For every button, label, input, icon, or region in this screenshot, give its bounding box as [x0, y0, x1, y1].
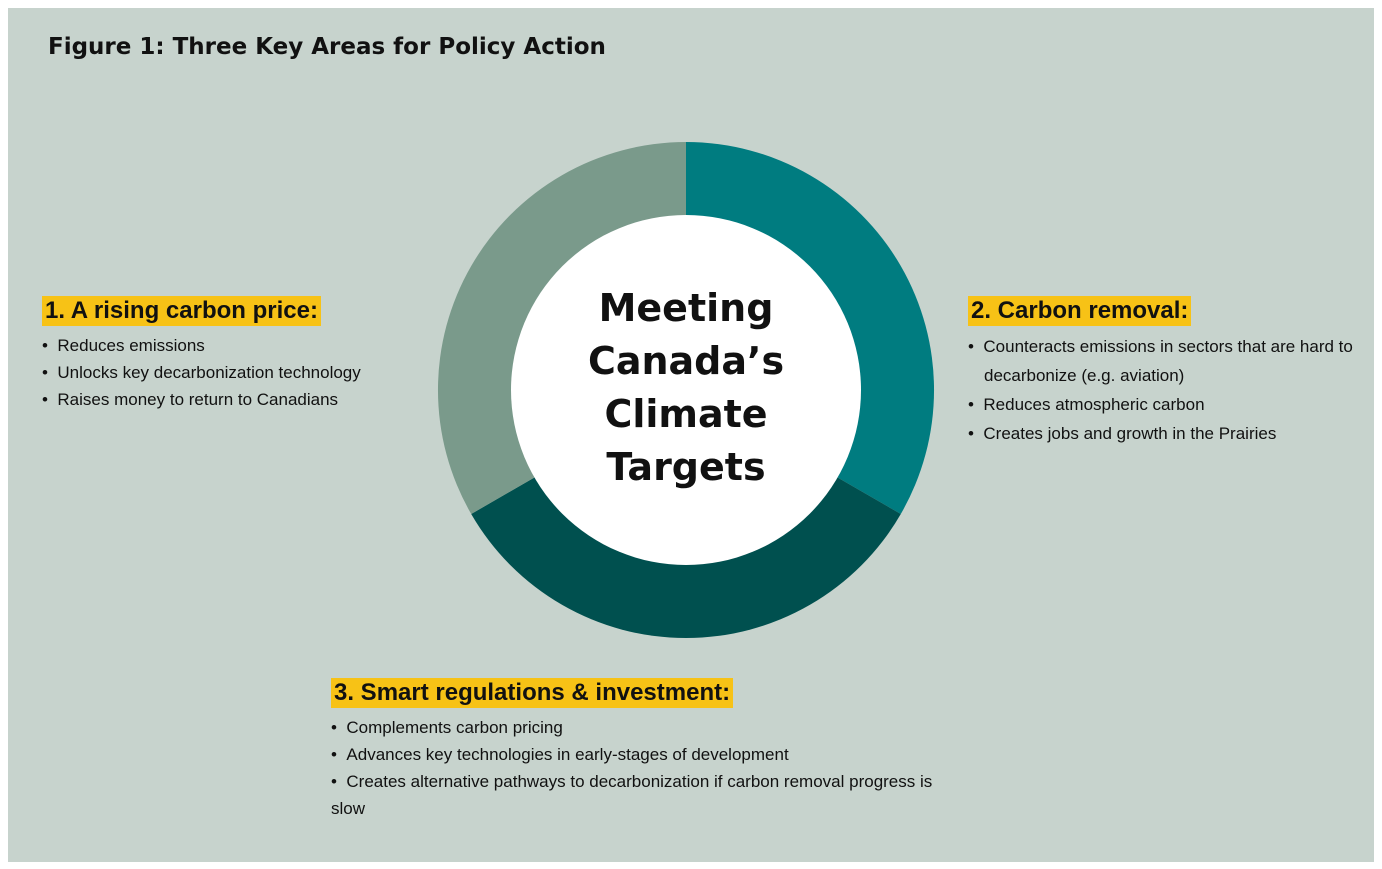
section-heading: 1. A rising carbon price:	[42, 296, 321, 326]
bullet: Reduces atmospheric carbon	[968, 390, 1358, 419]
center-line: Meeting	[599, 286, 774, 330]
bullet: Unlocks key decarbonization technology	[42, 359, 442, 386]
figure-title: Figure 1: Three Key Areas for Policy Act…	[48, 34, 606, 60]
section-heading: 3. Smart regulations & investment:	[331, 678, 734, 708]
bullet: Counteracts emissions in sectors that ar…	[968, 332, 1358, 390]
section: 2. Carbon removal: Counteracts emissions …	[968, 296, 1358, 448]
bullet-list: Counteracts emissions in sectors that ar…	[968, 332, 1358, 448]
center-text: Meeting Canada’s Climate Targets	[588, 286, 784, 489]
center-line: Canada’s	[588, 339, 784, 383]
center-circle	[511, 215, 861, 565]
bullet: Creates jobs and growth in the Prairies	[968, 419, 1358, 448]
bullet: Creates alternative pathways to decarbon…	[331, 768, 941, 822]
center-line: Climate	[604, 392, 767, 436]
bullet-list: Reduces emissionsUnlocks key decarboniza…	[42, 332, 442, 413]
bullet: Reduces emissions	[42, 332, 442, 359]
bullet: Complements carbon pricing	[331, 714, 941, 741]
bullet: Advances key technologies in early-stage…	[331, 741, 941, 768]
bullet: Raises money to return to Canadians	[42, 386, 442, 413]
center-line: Targets	[606, 445, 765, 489]
section: 3. Smart regulations & investment: Comple…	[331, 678, 941, 822]
section-heading: 2. Carbon removal:	[968, 296, 1192, 326]
section: 1. A rising carbon price: Reduces emissio…	[42, 296, 442, 413]
bullet-list: Complements carbon pricingAdvances key t…	[331, 714, 941, 822]
